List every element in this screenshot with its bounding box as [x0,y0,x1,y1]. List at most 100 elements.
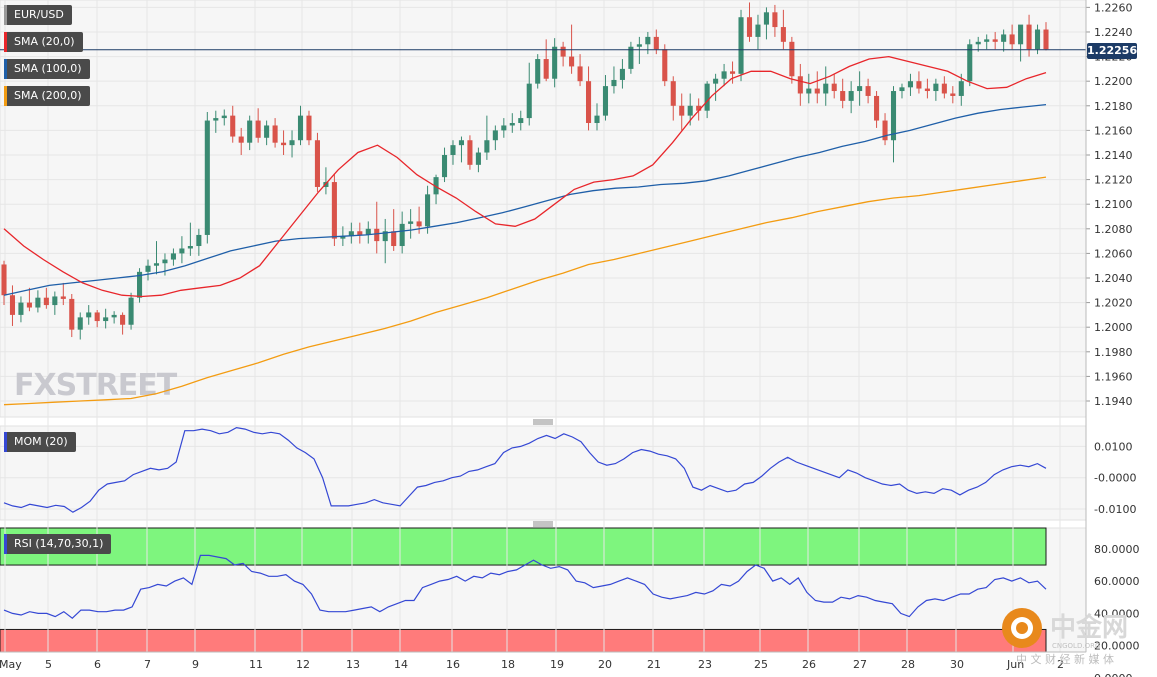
pane-splitter-icon[interactable] [533,419,553,425]
price-y-tick-label: 1.2260 [1094,1,1133,14]
mom-swatch [4,432,7,452]
candle [103,317,109,322]
x-tick-label: 13 [346,658,360,671]
candle [619,68,625,80]
candle [196,234,202,247]
candle [772,12,778,28]
price-y-tick-label: 1.2020 [1094,297,1133,310]
x-tick-label: 18 [501,658,515,671]
candle [763,12,769,25]
candle [679,105,685,116]
candle [238,136,244,143]
candle [899,87,905,92]
x-tick-label: 19 [550,658,564,671]
candle [69,298,75,330]
x-tick-label: 5 [45,658,52,671]
candle [60,296,66,299]
candle [331,182,337,239]
candle [52,296,58,306]
candle [831,83,837,92]
x-tick-label: May [0,658,22,671]
x-tick-label: 16 [446,658,460,671]
rsi-y-tick-label: 40.0000 [1094,607,1140,620]
price-y-tick-label: 1.1940 [1094,395,1133,408]
candle [848,91,854,101]
candle [297,115,304,141]
candle [1018,24,1024,45]
candle [475,152,481,165]
x-tick-label: 26 [802,658,816,671]
sma200-label[interactable]: SMA (200,0) [4,86,90,106]
mom-y-tick-label: -0.0000 [1094,472,1136,485]
x-tick-label: 6 [94,658,101,671]
candle [958,81,964,96]
candle [120,314,126,325]
mom-pane [0,425,1087,521]
candle [450,145,456,155]
candle [153,263,160,266]
candle [77,317,83,330]
candle [94,312,100,322]
candle [340,236,346,239]
rsi-label[interactable]: RSI (14,70,30,1) [4,534,112,554]
rsi-y-tick-label: 60.0000 [1094,575,1140,588]
pane-splitter-icon[interactable] [533,521,553,527]
x-tick-label: 23 [698,658,712,671]
x-tick-label: 14 [394,658,408,671]
price-y-tick-label: 1.2180 [1094,100,1133,113]
candle [179,248,185,254]
candle [425,194,431,227]
rsi-text: RSI (14,70,30,1) [14,537,104,550]
candle [594,115,600,124]
mom-label[interactable]: MOM (20) [4,432,76,452]
price-y-tick-label: 1.1980 [1094,346,1133,359]
candle [823,83,829,94]
x-tick-label: 20 [598,658,612,671]
rsi-swatch [4,534,7,554]
x-tick-label: 12 [296,658,310,671]
sma100-label[interactable]: SMA (100,0) [4,59,90,79]
candles [1,2,1049,340]
sma100-line [3,103,1047,296]
candle [281,142,287,146]
candle [247,120,253,143]
candle [789,41,795,77]
x-tick-label: 2 [1057,658,1064,671]
candle [357,231,363,235]
candle [857,86,863,92]
candle [518,118,524,124]
candle [128,297,134,325]
candle [391,231,397,247]
mom-y-tick-label: -0.0100 [1094,503,1136,516]
x-tick-label: 7 [144,658,151,671]
candle [306,115,312,141]
candle [441,154,448,178]
candle [645,36,651,45]
sma200-text: SMA (200,0) [14,89,82,102]
candle [721,71,727,79]
sma20-label[interactable]: SMA (20,0) [4,32,83,52]
price-y-tick-label: 1.2060 [1094,247,1133,260]
candle [187,246,193,249]
candle [230,115,236,137]
candle [569,56,575,67]
candle [1009,34,1015,45]
instrument-text: EUR/USD [14,8,64,21]
candle [1001,34,1007,42]
instrument-label[interactable]: EUR/USD [4,5,72,25]
x-tick-label: 9 [192,658,199,671]
candle [111,314,117,318]
candle [1,264,7,296]
candle [416,221,422,227]
candle [501,125,507,131]
mom-line [3,426,1047,513]
sma20-swatch [4,32,7,52]
x-tick-label: 28 [901,658,915,671]
candle [814,88,820,94]
candle [602,86,609,116]
candle [255,120,261,138]
candle [874,95,880,121]
candle [738,17,744,74]
mom-text: MOM (20) [14,435,68,448]
